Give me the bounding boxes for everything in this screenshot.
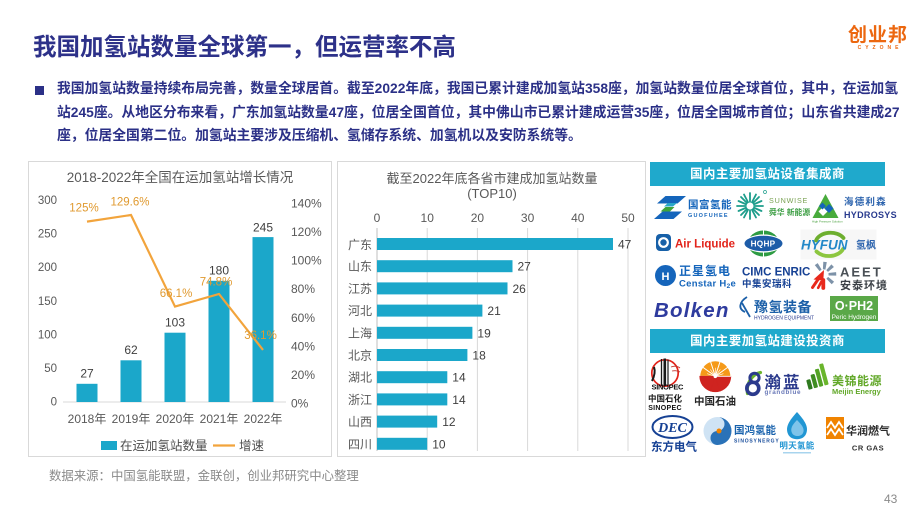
svg-text:上海: 上海 [348, 324, 372, 341]
svg-text:Peric Hydrogen: Peric Hydrogen [832, 311, 877, 321]
svg-text:0: 0 [51, 394, 57, 410]
svg-text:Censtar H2e: Censtar H2e [679, 276, 736, 291]
svg-text:60%: 60% [291, 309, 315, 326]
svg-text:Meijin Energy: Meijin Energy [832, 386, 882, 397]
svg-text:50: 50 [44, 360, 57, 376]
svg-text:东方电气: 东方电气 [651, 439, 697, 455]
svg-text:245: 245 [253, 219, 273, 236]
svg-text:120%: 120% [291, 223, 322, 240]
svg-text:中国石油: 中国石油 [694, 394, 736, 409]
svg-text:明天氢能: 明天氢能 [779, 440, 814, 452]
svg-text:广东: 广东 [348, 236, 372, 253]
svg-text:国富氢能: 国富氢能 [688, 197, 732, 212]
svg-text:36.1%: 36.1% [244, 327, 277, 343]
svg-text:2022年: 2022年 [244, 410, 283, 427]
svg-text:CR GAS: CR GAS [852, 443, 884, 454]
svg-text:中集安瑞科: 中集安瑞科 [742, 276, 792, 290]
svg-text:12: 12 [442, 413, 456, 430]
svg-text:河北: 河北 [348, 302, 372, 319]
svg-text:浙江: 浙江 [348, 391, 372, 408]
svg-text:DEC: DEC [657, 421, 687, 436]
svg-text:30: 30 [521, 209, 535, 226]
svg-text:美锦能源: 美锦能源 [832, 372, 882, 389]
svg-text:O·PH2: O·PH2 [835, 295, 873, 314]
svg-text:豫氢装备: 豫氢装备 [754, 297, 812, 317]
svg-text:47: 47 [618, 236, 632, 253]
svg-text:SINOSYNERGY: SINOSYNERGY [734, 438, 779, 445]
svg-text:CIMC ENRIC: CIMC ENRIC [742, 264, 810, 280]
svg-text:四川: 四川 [348, 435, 372, 452]
svg-text:grandblue: grandblue [765, 387, 802, 396]
svg-text:正星氢电: 正星氢电 [679, 262, 731, 279]
svg-text:2020年: 2020年 [156, 410, 195, 427]
svg-text:Bolken: Bolken [654, 293, 730, 323]
svg-text:HQHP: HQHP [751, 238, 776, 250]
svg-text:250: 250 [38, 226, 57, 242]
svg-text:20%: 20% [291, 366, 315, 383]
svg-text:62: 62 [124, 341, 138, 358]
svg-text:海德利森: 海德利森 [844, 194, 887, 208]
svg-text:2018年: 2018年 [68, 410, 107, 427]
svg-text:27: 27 [80, 365, 94, 382]
svg-text:Air Liquide: Air Liquide [675, 236, 735, 252]
svg-text:中国石化: 中国石化 [648, 393, 683, 405]
svg-text:66.1%: 66.1% [160, 285, 193, 301]
svg-text:10: 10 [421, 209, 435, 226]
svg-text:14: 14 [452, 369, 466, 386]
svg-text:100: 100 [38, 327, 57, 343]
svg-text:200: 200 [38, 259, 57, 275]
svg-text:SINOPEC: SINOPEC [652, 382, 685, 393]
svg-text:103: 103 [165, 314, 185, 331]
svg-text:27: 27 [518, 258, 532, 275]
svg-text:18: 18 [472, 347, 486, 364]
svg-text:AEET: AEET [840, 262, 883, 281]
svg-text:山东: 山东 [348, 258, 372, 275]
svg-text:江苏: 江苏 [348, 280, 372, 297]
svg-text:安泰环境: 安泰环境 [840, 277, 888, 293]
svg-text:High Pressure Solution: High Pressure Solution [812, 220, 843, 224]
svg-text:2018-2022年全国在运加氢站增长情况: 2018-2022年全国在运加氢站增长情况 [67, 166, 294, 186]
svg-text:0: 0 [374, 209, 381, 226]
svg-text:140%: 140% [291, 195, 322, 212]
svg-text:(TOP10): (TOP10) [467, 183, 517, 202]
svg-text:氢枫: 氢枫 [856, 237, 876, 252]
svg-text:山西: 山西 [348, 413, 372, 430]
svg-text:截至2022年底各省市建成加氢站数量: 截至2022年底各省市建成加氢站数量 [387, 168, 598, 187]
svg-text:21: 21 [487, 302, 501, 319]
svg-text:50: 50 [621, 209, 635, 226]
svg-text:2021年: 2021年 [200, 410, 239, 427]
svg-text:华润燃气: 华润燃气 [846, 423, 890, 439]
svg-text:125%: 125% [69, 200, 98, 216]
svg-text:瀚蓝: 瀚蓝 [765, 369, 802, 393]
svg-text:40: 40 [571, 209, 585, 226]
svg-text:26: 26 [513, 280, 527, 297]
svg-text:HYFUN: HYFUN [801, 234, 848, 254]
svg-text:国鸿氢能: 国鸿氢能 [734, 423, 776, 438]
svg-text:SUNWISE: SUNWISE [769, 196, 808, 206]
svg-text:80%: 80% [291, 280, 315, 297]
svg-text:40%: 40% [291, 337, 315, 354]
svg-text:129.6%: 129.6% [110, 194, 149, 210]
svg-text:150: 150 [38, 293, 57, 309]
svg-text:SINOPEC: SINOPEC [648, 403, 682, 413]
svg-text:19: 19 [477, 324, 491, 341]
svg-text:北京: 北京 [348, 347, 372, 364]
svg-text:在运加氢站数量: 在运加氢站数量 [120, 435, 208, 454]
svg-text:180: 180 [209, 262, 229, 279]
svg-text:舜华 新能源: 舜华 新能源 [769, 207, 810, 218]
svg-text:H: H [662, 268, 670, 284]
svg-text:14: 14 [452, 391, 466, 408]
svg-text:湖北: 湖北 [348, 369, 372, 386]
svg-text:20: 20 [471, 209, 485, 226]
svg-text:300: 300 [38, 192, 57, 208]
svg-text:HYDROGEN EQUIPMENT: HYDROGEN EQUIPMENT [754, 315, 814, 322]
svg-text:0%: 0% [291, 395, 309, 412]
svg-text:100%: 100% [291, 252, 322, 269]
svg-text:增速: 增速 [239, 435, 265, 454]
svg-text:10: 10 [432, 435, 446, 452]
svg-text:HYDROSYS: HYDROSYS [844, 208, 897, 221]
svg-text:GUOFUHEE: GUOFUHEE [688, 211, 729, 219]
svg-text:2019年: 2019年 [112, 410, 151, 427]
svg-text:74.8%: 74.8% [200, 274, 233, 290]
